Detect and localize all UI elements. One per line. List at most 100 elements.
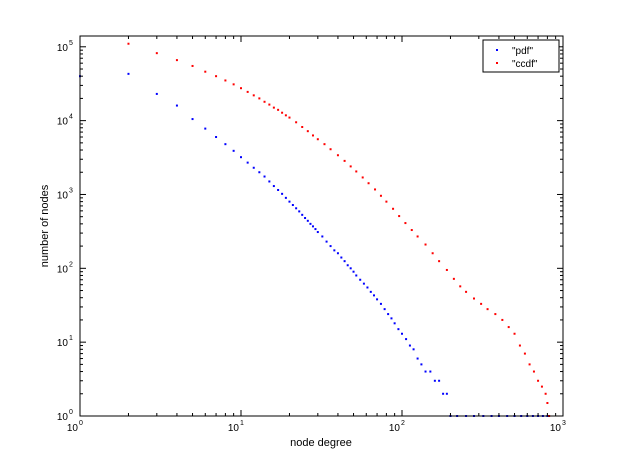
data-point <box>314 228 317 231</box>
data-point <box>155 52 158 55</box>
data-point <box>513 332 516 335</box>
legend-label: "pdf" <box>512 46 533 57</box>
data-point <box>494 313 497 316</box>
data-point <box>240 156 242 159</box>
legend-label: "ccdf" <box>512 59 538 70</box>
data-point <box>397 328 400 331</box>
data-point <box>175 104 178 107</box>
data-point <box>385 200 388 203</box>
data-point <box>442 392 445 395</box>
data-point <box>537 379 540 382</box>
data-point <box>452 277 455 280</box>
data-point <box>215 75 218 78</box>
data-point <box>546 401 549 404</box>
data-point <box>263 100 266 103</box>
data-point <box>393 322 396 325</box>
data-point <box>367 182 370 185</box>
data-point <box>544 392 547 395</box>
data-point <box>288 200 291 203</box>
data-point <box>127 72 130 75</box>
plot-frame <box>79 35 564 417</box>
data-point <box>295 121 298 124</box>
data-point <box>268 103 271 106</box>
data-point <box>412 348 415 351</box>
data-point <box>246 90 249 93</box>
data-point <box>298 210 301 213</box>
data-point <box>486 308 489 311</box>
data-point <box>336 252 339 255</box>
data-point <box>323 143 326 146</box>
data-point <box>325 240 328 243</box>
data-point <box>429 370 432 373</box>
data-point <box>340 256 343 259</box>
data-point <box>295 207 298 210</box>
data-point <box>175 59 178 62</box>
data-point <box>349 165 352 168</box>
data-point <box>465 290 468 293</box>
data-point <box>191 118 194 121</box>
data-point <box>309 222 312 225</box>
data-point <box>263 175 266 178</box>
y-tick-base: 10 <box>57 190 69 201</box>
data-point <box>301 125 304 128</box>
x-tick-label: 10 0 <box>67 420 83 434</box>
data-point <box>410 229 413 232</box>
data-point <box>355 274 358 277</box>
y-tick-label: 10 2 <box>57 261 73 275</box>
data-point <box>281 111 284 114</box>
x-tick-base: 10 <box>67 423 79 434</box>
data-point <box>362 282 365 285</box>
data-point <box>311 134 314 137</box>
data-point <box>518 344 521 347</box>
y-tick-base: 10 <box>57 338 69 349</box>
x-axis-label: node degree <box>290 437 352 449</box>
y-tick-label: 10 1 <box>57 335 73 349</box>
y-tick-exponent: 5 <box>69 40 73 47</box>
y-tick-base: 10 <box>57 412 69 423</box>
data-point <box>390 317 393 320</box>
x-tick-label: 10 3 <box>550 420 566 434</box>
data-point <box>374 188 377 191</box>
x-tick-exponent: 0 <box>79 420 83 427</box>
data-point <box>359 278 362 281</box>
data-point <box>277 108 280 111</box>
data-point <box>204 70 207 73</box>
data-point <box>333 249 336 252</box>
data-point <box>349 267 352 270</box>
data-point <box>155 92 158 95</box>
data-point <box>311 225 314 228</box>
data-point <box>424 370 427 373</box>
data-point <box>281 192 284 195</box>
x-tick-label: 10 1 <box>228 420 244 434</box>
data-point <box>416 357 419 360</box>
data-point <box>392 207 395 210</box>
data-point <box>252 166 255 169</box>
y-tick-label: 10 0 <box>57 409 73 423</box>
y-tick-exponent: 3 <box>69 187 73 194</box>
data-point <box>445 392 448 395</box>
data-point <box>445 268 448 271</box>
y-tick-label: 10 4 <box>57 114 73 128</box>
data-point <box>329 148 332 151</box>
ticks-layer: 10 0 10 1 10 2 10 310 010 110 210 310 410 5 <box>57 36 566 434</box>
y-tick-label: 10 5 <box>57 40 73 54</box>
x-tick-exponent: 3 <box>562 420 566 427</box>
data-point <box>383 308 386 311</box>
data-point <box>431 252 434 255</box>
data-point <box>540 385 543 388</box>
data-point <box>224 79 227 82</box>
data-point <box>336 154 339 157</box>
data-point <box>232 83 235 86</box>
data-point <box>284 114 287 117</box>
data-point <box>343 260 346 263</box>
data-point <box>398 215 401 218</box>
data-point <box>369 290 372 293</box>
data-point <box>258 171 261 174</box>
data-point <box>379 194 382 197</box>
x-tick-exponent: 1 <box>240 420 244 427</box>
data-point <box>352 270 355 273</box>
data-point <box>420 363 423 366</box>
data-point <box>204 127 207 130</box>
